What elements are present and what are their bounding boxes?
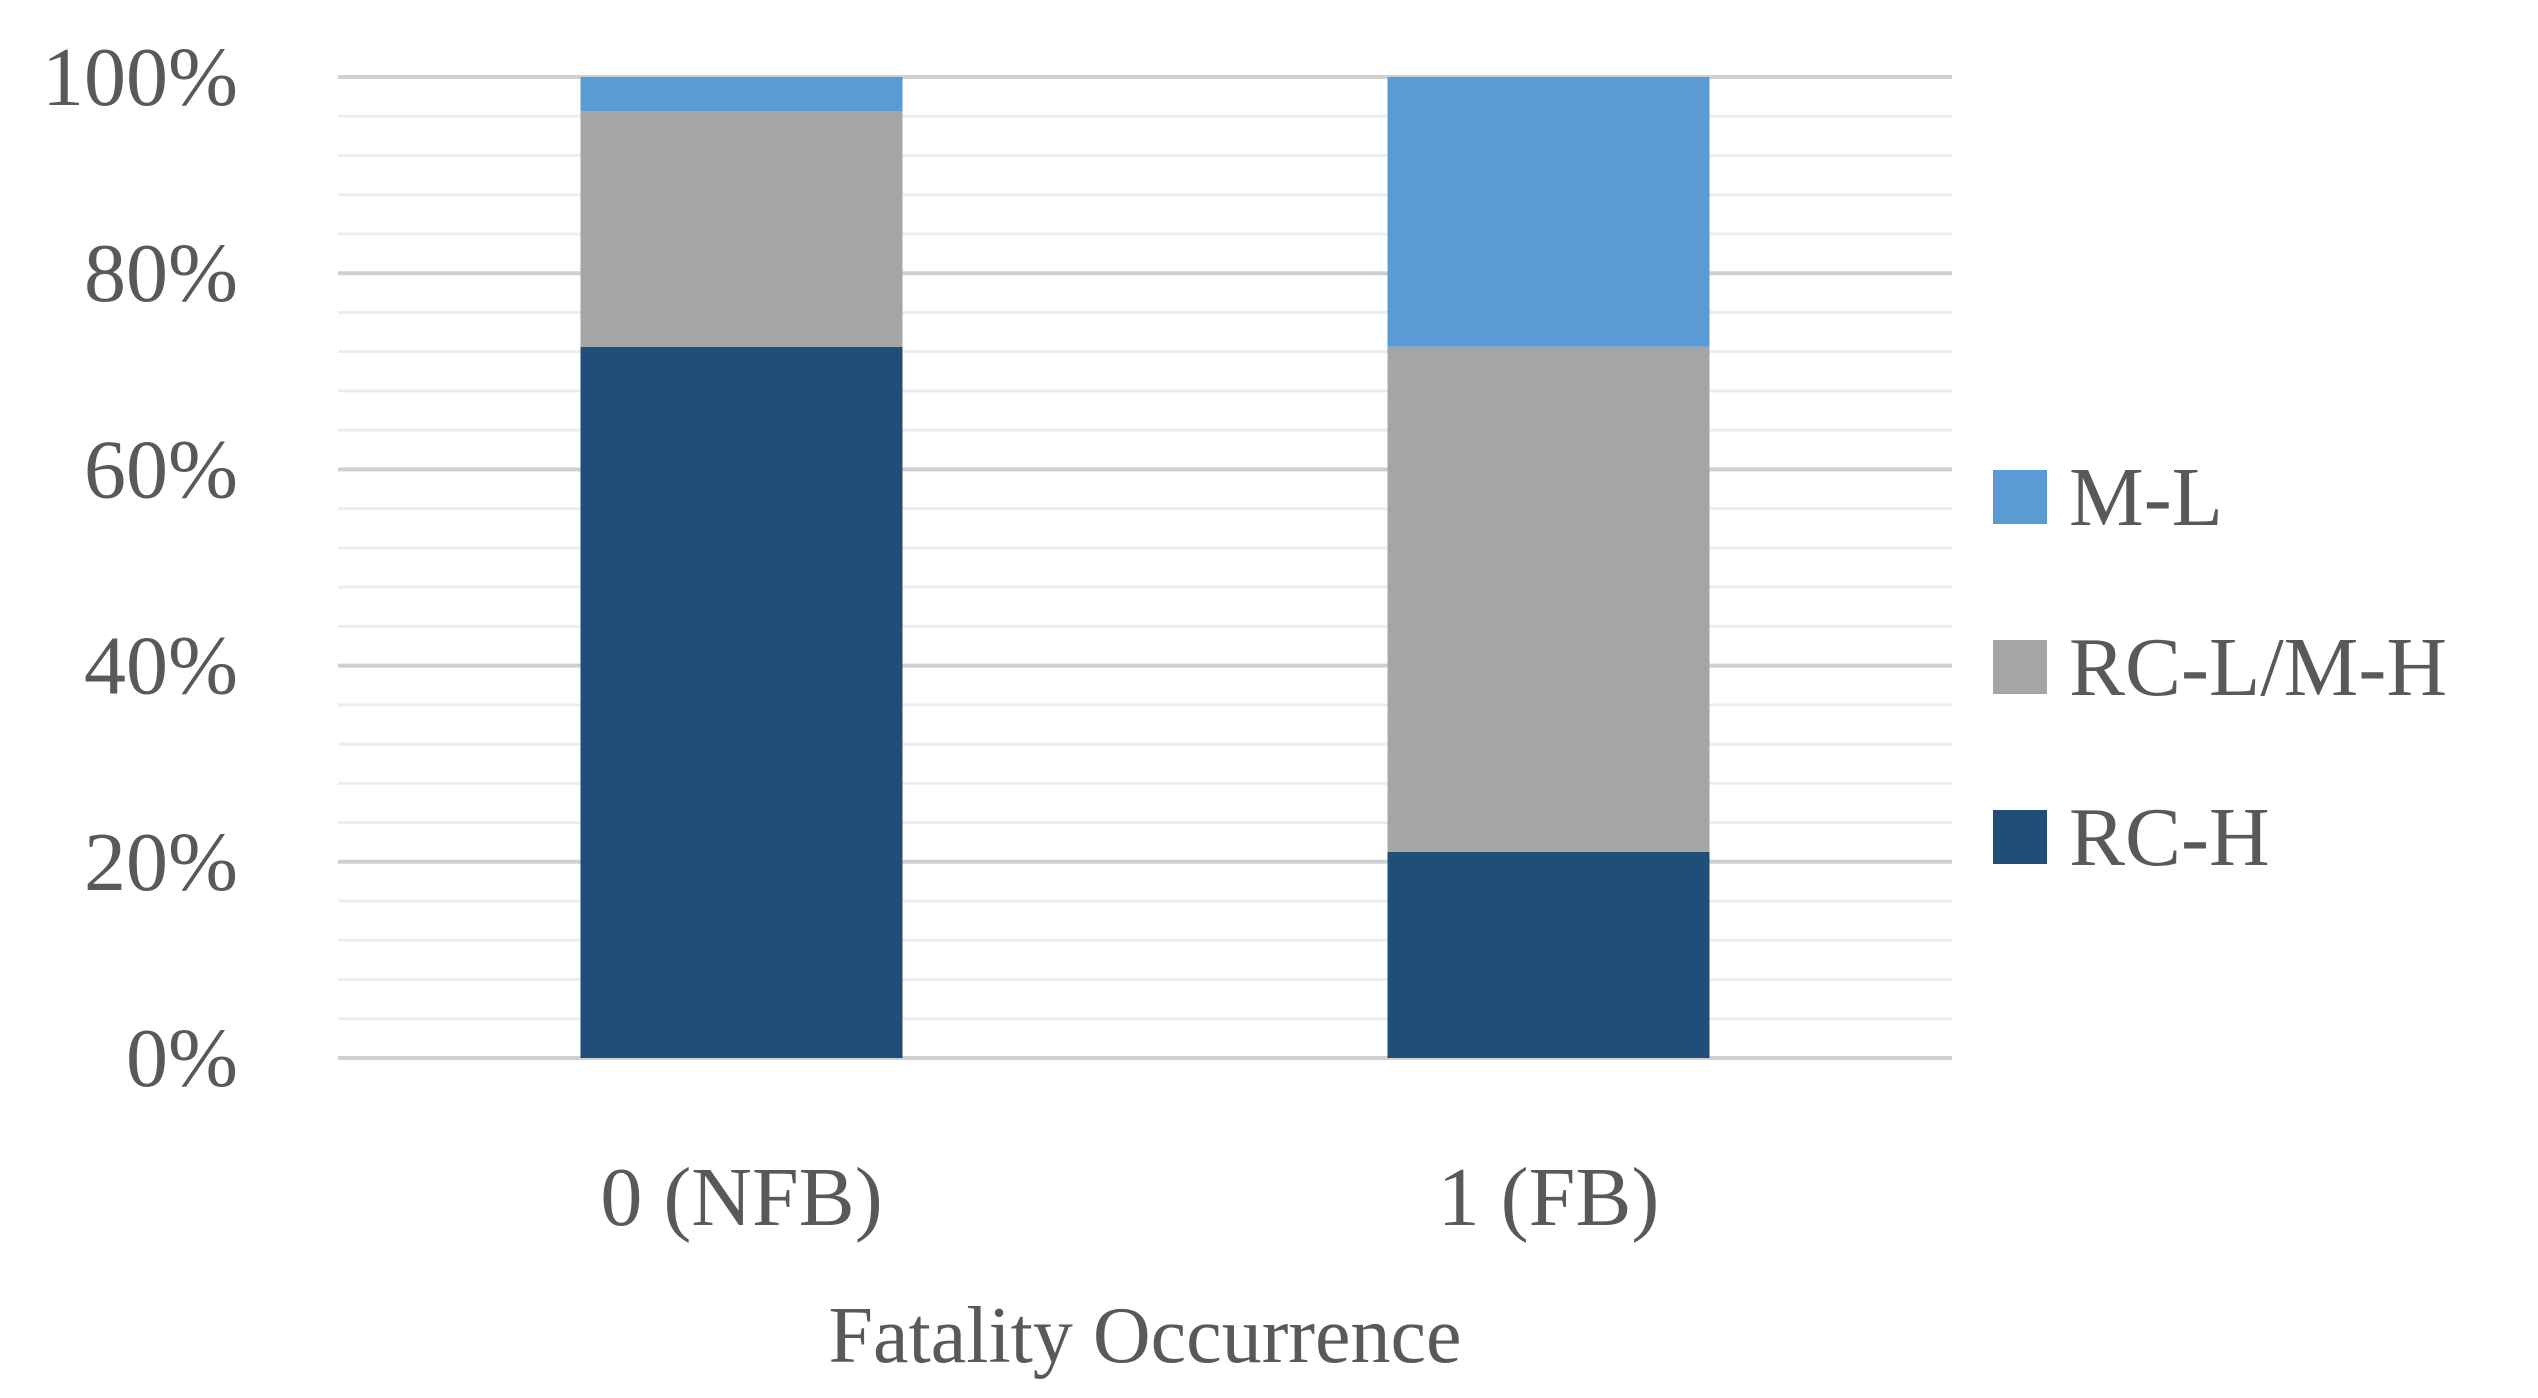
bar-segment: [1387, 346, 1710, 852]
bar-segment: [580, 77, 903, 112]
y-axis-ticks: 0% 20% 40% 60% 80% 100%: [42, 31, 238, 1105]
legend-swatch: [1993, 640, 2047, 694]
legend: M-L RC-L/M-H RC-H: [1993, 451, 2447, 884]
x-category-label: 1 (FB): [1438, 1151, 1660, 1244]
bar-segment: [580, 346, 903, 1058]
bar-segment: [1387, 77, 1710, 347]
legend-label: RC-H: [2069, 791, 2270, 884]
legend-label: RC-L/M-H: [2069, 621, 2447, 714]
y-tick-label: 40%: [84, 620, 238, 713]
gridlines: [338, 75, 1952, 1060]
x-category-label: 0 (NFB): [600, 1151, 882, 1244]
y-tick-label: 60%: [84, 423, 238, 516]
legend-swatch: [1993, 810, 2047, 864]
y-tick-label: 0%: [126, 1012, 238, 1105]
legend-label: M-L: [2069, 451, 2223, 544]
y-tick-label: 100%: [42, 31, 238, 124]
y-tick-label: 80%: [84, 227, 238, 320]
bar-segment: [580, 111, 903, 347]
x-axis-categories: 0 (NFB) 1 (FB): [600, 1151, 1659, 1244]
x-axis-title: Fatality Occurrence: [828, 1292, 1461, 1380]
bar-segment: [1387, 851, 1710, 1058]
bars: [580, 77, 1710, 1058]
y-tick-label: 20%: [84, 816, 238, 909]
legend-swatch: [1993, 470, 2047, 524]
